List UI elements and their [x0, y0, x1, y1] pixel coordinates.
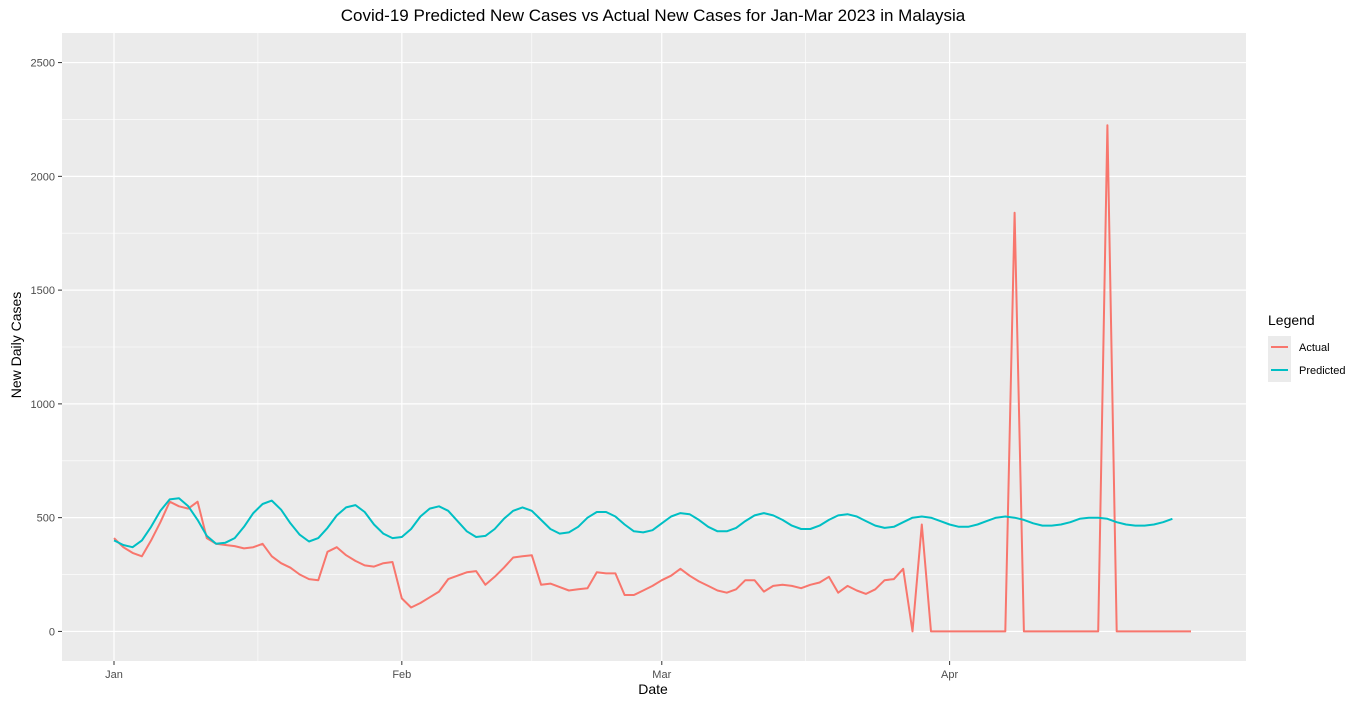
- y-tick-label: 1500: [31, 285, 55, 297]
- y-tick-label: 1000: [31, 399, 55, 411]
- x-tick-label: Apr: [941, 669, 958, 681]
- series-line-predicted: [113, 497, 1173, 549]
- y-tick-label: 2500: [31, 58, 55, 70]
- y-tick-label: 500: [37, 513, 55, 525]
- legend-title: Legend: [1268, 312, 1315, 328]
- y-tick-label: 2000: [31, 171, 55, 183]
- x-tick-label: Feb: [392, 669, 411, 681]
- x-axis-label: Date: [638, 681, 668, 697]
- legend-label-actual: Actual: [1299, 341, 1330, 354]
- legend: Legend Actual Predicted: [1268, 312, 1345, 382]
- legend-item-predicted: Predicted: [1268, 359, 1345, 382]
- chart-title: Covid-19 Predicted New Cases vs Actual N…: [340, 6, 966, 25]
- x-tick-label: Mar: [652, 669, 671, 681]
- legend-key-actual: [1268, 336, 1291, 359]
- legend-key-predicted: [1268, 359, 1291, 382]
- legend-item-actual: Actual: [1268, 336, 1345, 359]
- series-line-actual: [113, 124, 1191, 633]
- y-tick-label: 0: [49, 626, 55, 638]
- legend-label-predicted: Predicted: [1299, 364, 1346, 377]
- x-tick-label: Jan: [105, 669, 123, 681]
